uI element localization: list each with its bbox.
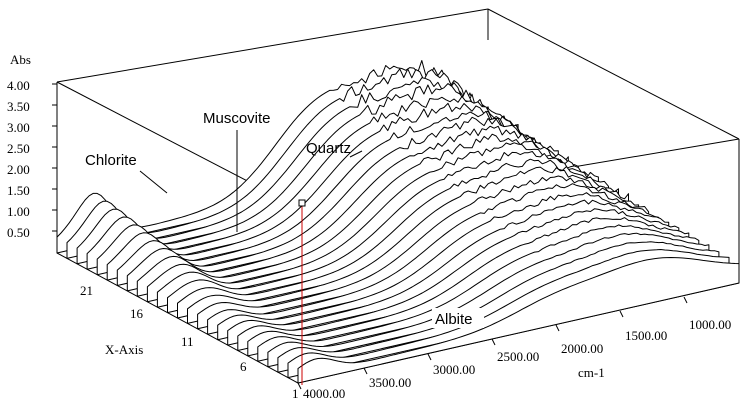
- x-tick-label: 2000.00: [561, 341, 603, 356]
- x-tick-label: 3000.00: [433, 362, 475, 377]
- box-edge: [56, 8, 489, 83]
- x-axis-tick: [363, 367, 368, 375]
- x-axis-tick: [491, 338, 496, 346]
- y-tick-label: 6: [240, 359, 247, 374]
- annotation-bg-albite: [432, 308, 484, 328]
- z-tick-label: 1.00: [7, 204, 30, 219]
- y-tick-label: 21: [80, 283, 93, 298]
- box-edge: [487, 8, 740, 140]
- x-tick-label: 4000.00: [303, 386, 345, 401]
- y-tick-label: 1: [292, 386, 299, 401]
- x-axis-tick: [297, 382, 302, 390]
- y-axis-label: X-Axis: [105, 342, 143, 357]
- x-axis-tick: [427, 353, 432, 361]
- x-axis-tick: [619, 310, 624, 318]
- annotation-muscovite: Muscovite: [203, 110, 271, 127]
- x-tick-label: 1500.00: [625, 328, 667, 343]
- z-tick-label: 1.50: [7, 183, 30, 198]
- z-tick-label: 4.00: [7, 78, 30, 93]
- annotation-chlorite: Chlorite: [85, 152, 137, 169]
- z-axis-label: Abs: [10, 52, 31, 67]
- annotation-albite: Albite: [435, 311, 473, 328]
- cursor-marker: [298, 199, 306, 207]
- x-axis-label: cm-1: [578, 365, 605, 380]
- x-axis-tick: [683, 296, 688, 304]
- spectrum-line: [297, 257, 740, 384]
- spectra-group: [56, 60, 740, 384]
- z-tick-label: 3.00: [7, 120, 30, 135]
- x-tick-label: 1000.00: [689, 317, 731, 332]
- annotation-leader-chlorite: [139, 170, 168, 194]
- z-tick-label: 2.00: [7, 162, 30, 177]
- x-tick-label: 2500.00: [497, 349, 539, 364]
- annotation-leader-quartz: [349, 150, 363, 158]
- x-tick-label: 3500.00: [369, 375, 411, 390]
- z-tick-label: 2.50: [7, 141, 30, 156]
- y-tick-label: 16: [130, 306, 144, 321]
- y-tick-label: 11: [181, 334, 194, 349]
- z-tick-label: 3.50: [7, 99, 30, 114]
- annotation-quartz: Quartz: [306, 140, 351, 157]
- x-axis-tick: [555, 324, 560, 332]
- z-tick-label: 0.50: [7, 225, 30, 240]
